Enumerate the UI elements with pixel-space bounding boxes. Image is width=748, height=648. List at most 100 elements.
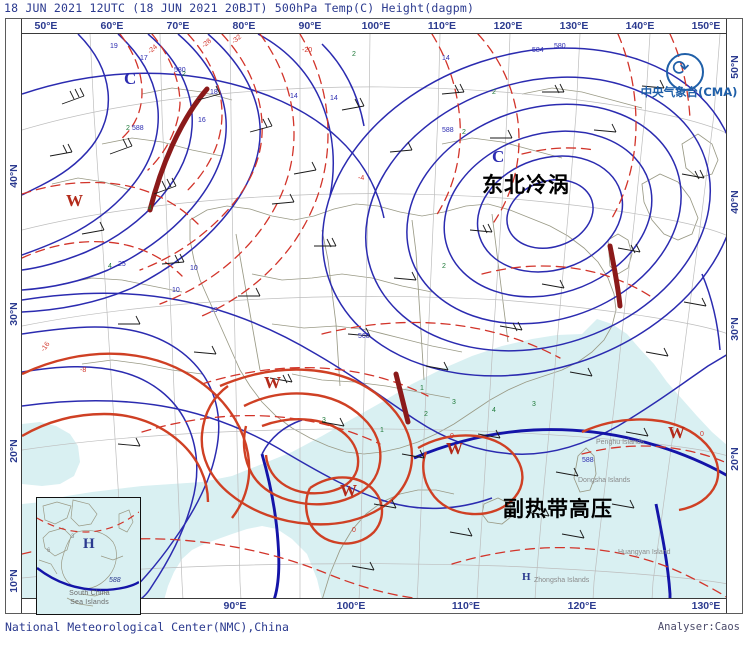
svg-text:2: 2 bbox=[126, 125, 130, 132]
svg-text:-8: -8 bbox=[80, 367, 86, 374]
warm-center-symbol: W bbox=[264, 373, 281, 392]
svg-text:2: 2 bbox=[462, 129, 466, 136]
svg-text:584: 584 bbox=[532, 47, 544, 54]
footer-organization: National Meteorological Center(NMC),Chin… bbox=[5, 620, 289, 634]
lon-label: 50°E bbox=[34, 20, 58, 32]
lat-label: 10°N bbox=[7, 569, 20, 593]
svg-text:4: 4 bbox=[148, 205, 152, 212]
svg-text:-20: -20 bbox=[302, 47, 312, 54]
annotation-subtropical-high: 副热带高压 bbox=[503, 497, 613, 521]
cold-center-symbol: C bbox=[492, 147, 504, 166]
lon-label: 100°E bbox=[336, 600, 366, 612]
warm-center-symbol: W bbox=[668, 423, 685, 442]
svg-text:2: 2 bbox=[424, 411, 428, 418]
inset-misc-label: 6 bbox=[47, 548, 51, 554]
cma-logo-text: 中央气象台(CMA) bbox=[640, 85, 738, 99]
svg-text:580: 580 bbox=[174, 67, 186, 74]
wind-barb-layer bbox=[49, 79, 707, 571]
lon-label: 90°E bbox=[298, 20, 322, 32]
high-center-symbol: H bbox=[522, 571, 531, 583]
svg-text:0: 0 bbox=[352, 527, 356, 534]
inset-588-contour bbox=[37, 567, 140, 592]
svg-text:580: 580 bbox=[554, 43, 566, 50]
warm-center-symbol: W bbox=[446, 439, 463, 458]
cma-circle-icon bbox=[666, 53, 704, 91]
svg-text:10: 10 bbox=[172, 287, 180, 294]
footer-analyser: Analyser:Caos bbox=[657, 621, 740, 633]
svg-text:14: 14 bbox=[290, 93, 298, 100]
svg-text:2: 2 bbox=[352, 51, 356, 58]
south-china-sea-inset: 588 6 3 H South China Sea Islands bbox=[36, 497, 141, 615]
lon-label: 130°E bbox=[559, 20, 589, 32]
isotherm-label-layer: -24 -28 -32 -16 -20 0 0 0 -8 -4 bbox=[40, 34, 704, 534]
svg-text:1: 1 bbox=[380, 427, 384, 434]
inset-high-marker: H bbox=[83, 536, 95, 552]
svg-text:2: 2 bbox=[182, 71, 186, 78]
inset-isotherm bbox=[37, 511, 140, 533]
svg-text:1: 1 bbox=[420, 385, 424, 392]
lat-label: 30°N bbox=[7, 302, 20, 326]
axis-top: 50°E 60°E 70°E 80°E 90°E 100°E 110°E 120… bbox=[6, 19, 742, 34]
lon-label: 70°E bbox=[166, 20, 190, 32]
svg-text:19: 19 bbox=[110, 43, 118, 50]
cma-logo: ⟳ 中央气象台(CMA) bbox=[630, 53, 748, 101]
graticule-layer bbox=[22, 34, 726, 598]
cold-center-symbol: C bbox=[124, 69, 136, 88]
lat-label: 40°N bbox=[728, 190, 741, 214]
lat-label: 20°N bbox=[728, 447, 741, 471]
inset-label-line1: South China bbox=[69, 590, 110, 597]
svg-text:14: 14 bbox=[442, 55, 450, 62]
island-label: Huangyan Island bbox=[618, 549, 671, 556]
svg-text:0: 0 bbox=[450, 433, 454, 440]
axis-left: 40°N 30°N 20°N 10°N bbox=[6, 19, 22, 613]
lon-label: 110°E bbox=[427, 20, 457, 32]
cma-swirl-icon: ⟳ bbox=[672, 56, 690, 80]
svg-text:-16: -16 bbox=[40, 341, 52, 353]
svg-text:588: 588 bbox=[442, 127, 454, 134]
lon-label: 90°E bbox=[223, 600, 247, 612]
map-frame: 50°E 60°E 70°E 80°E 90°E 100°E 110°E 120… bbox=[5, 18, 743, 615]
lon-label: 120°E bbox=[493, 20, 523, 32]
svg-text:16: 16 bbox=[198, 117, 206, 124]
warm-center-symbol: W bbox=[340, 481, 357, 500]
svg-text:2: 2 bbox=[442, 263, 446, 270]
svg-text:588: 588 bbox=[132, 125, 144, 132]
inset-label-line2: Sea Islands bbox=[70, 599, 109, 606]
svg-text:3: 3 bbox=[322, 417, 326, 424]
svg-text:17: 17 bbox=[140, 55, 148, 62]
svg-text:18: 18 bbox=[210, 89, 218, 96]
ocean-layer bbox=[22, 319, 726, 598]
svg-text:4: 4 bbox=[492, 407, 496, 414]
svg-text:568: 568 bbox=[358, 333, 370, 340]
island-label: Zhongsha Islands bbox=[534, 577, 590, 584]
inset-map-svg: 588 6 3 bbox=[37, 499, 140, 607]
axis-bottom: 80°E 90°E 100°E 110°E 120°E 130°E bbox=[6, 598, 742, 613]
lon-label: 140°E bbox=[625, 20, 655, 32]
lon-label: 120°E bbox=[567, 600, 597, 612]
svg-text:588: 588 bbox=[582, 457, 594, 464]
lat-label: 20°N bbox=[7, 439, 20, 463]
lon-label: 80°E bbox=[232, 20, 256, 32]
inset-contour-label: 588 bbox=[109, 577, 121, 584]
svg-text:3: 3 bbox=[452, 399, 456, 406]
lat-label: 30°N bbox=[728, 317, 741, 341]
center-symbol-layer: C C W W W W W bbox=[66, 69, 685, 500]
contour-label-layer: 19 17 16 19 14 14 18 25 10 584 580 588 5… bbox=[110, 43, 594, 464]
warm-isotherm-layer bbox=[22, 352, 720, 545]
svg-text:4: 4 bbox=[108, 263, 112, 270]
inset-misc-label: 3 bbox=[71, 534, 75, 540]
svg-text:-24: -24 bbox=[147, 44, 159, 56]
lat-label: 40°N bbox=[7, 164, 20, 188]
annotation-northeast-cold-vortex: 东北冷涡 bbox=[482, 173, 570, 197]
svg-text:-4: -4 bbox=[358, 175, 364, 182]
island-label-layer: Penghu Islands Dongsha Islands Huangyan … bbox=[534, 439, 671, 584]
svg-text:0: 0 bbox=[700, 431, 704, 438]
svg-text:19: 19 bbox=[210, 307, 218, 314]
island-label: Penghu Islands bbox=[596, 439, 645, 446]
lon-label: 100°E bbox=[361, 20, 391, 32]
lon-label: 150°E bbox=[691, 20, 721, 32]
svg-text:2: 2 bbox=[492, 89, 496, 96]
lon-label: 110°E bbox=[451, 600, 481, 612]
lon-label: 60°E bbox=[100, 20, 124, 32]
